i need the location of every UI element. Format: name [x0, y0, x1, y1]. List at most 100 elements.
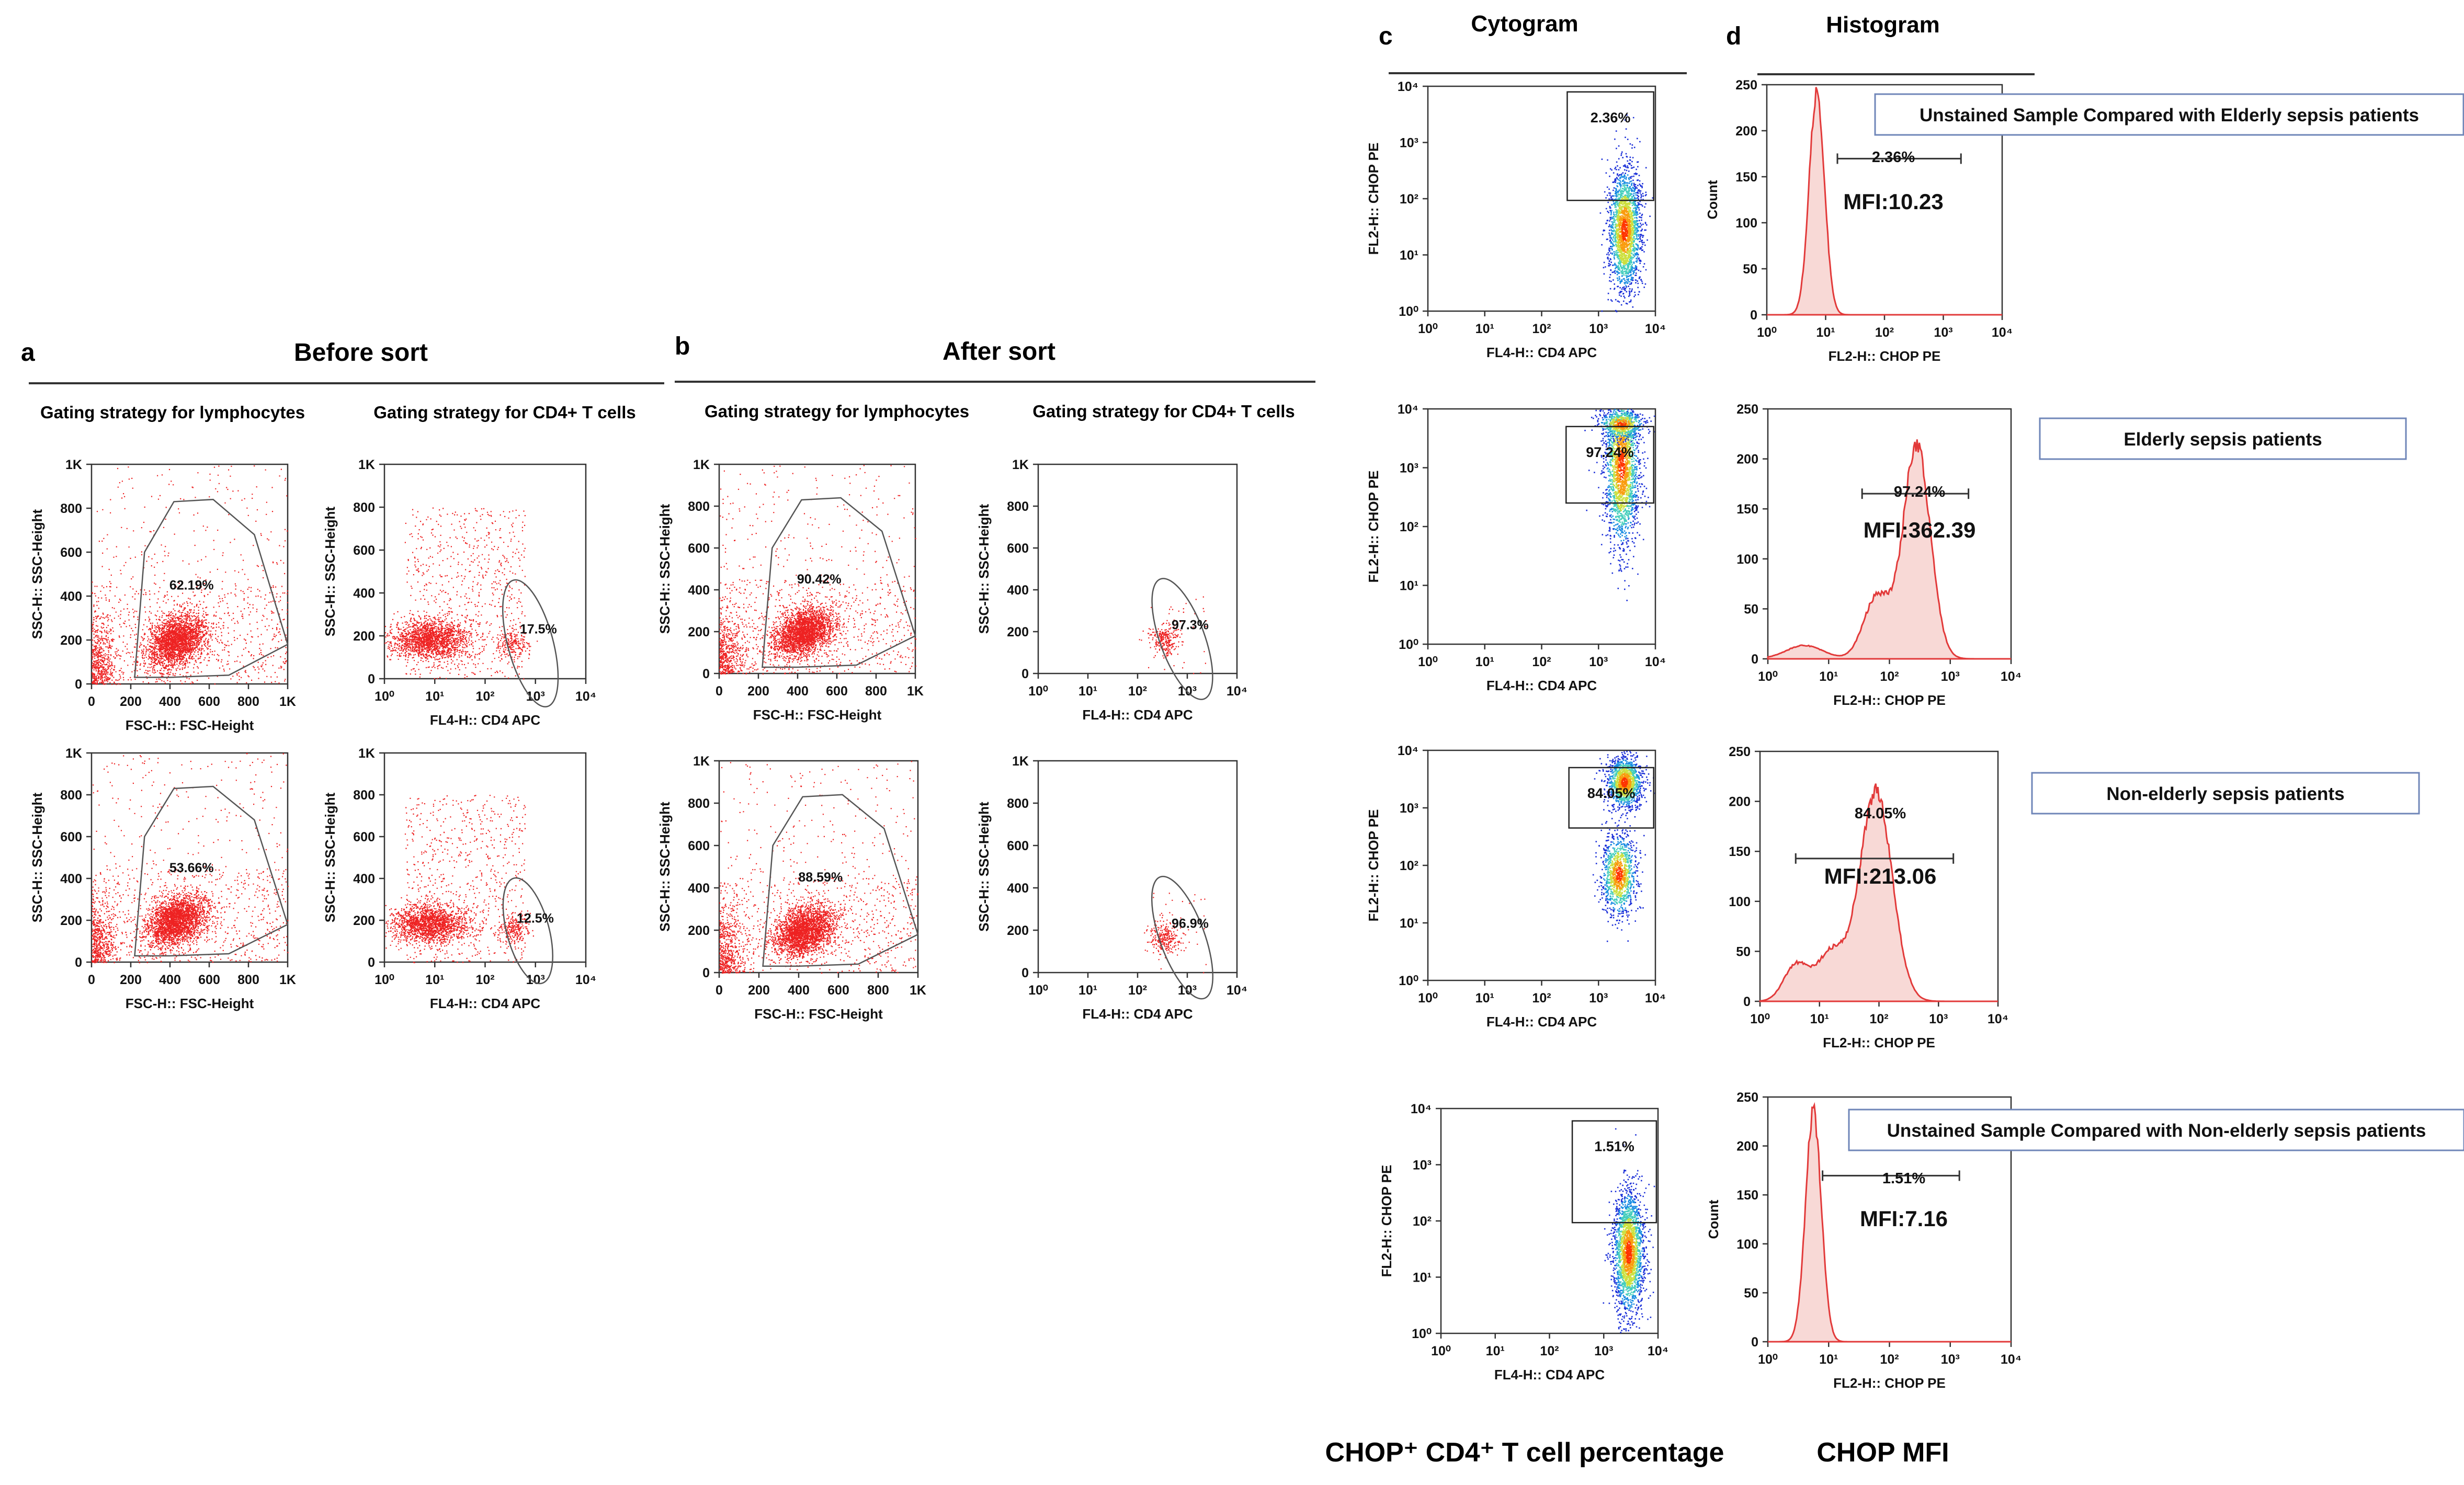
b3-y-tick-label: 200: [688, 923, 710, 938]
c4-y-tick-label: 10¹: [1413, 1271, 1432, 1285]
d3-y-tick-label: 100: [1729, 895, 1751, 909]
b1-y-tick-label: 800: [688, 499, 710, 514]
panel-b-header-lymphocytes: Gating strategy for lymphocytes: [705, 402, 969, 421]
d4-x-tick-label: 10¹: [1819, 1352, 1838, 1367]
b2-x-tick-label: 10²: [1128, 684, 1147, 699]
d3-x-tick-label: 10⁰: [1750, 1012, 1770, 1026]
a1-y-tick-label: 200: [60, 633, 82, 648]
d4-x-tick-label: 10³: [1941, 1352, 1960, 1367]
a2-y-tick-label: 1K: [358, 458, 375, 472]
c2-gate-percent: 97.24%: [1586, 444, 1634, 460]
d2-x-tick-label: 10²: [1880, 669, 1899, 684]
c1-y-tick-label: 10³: [1400, 136, 1418, 151]
b1-x-tick-label: 0: [716, 684, 723, 699]
panel-a-header-lymphocytes: Gating strategy for lymphocytes: [40, 403, 305, 422]
d3-y-tick-label: 150: [1729, 844, 1751, 859]
d1-y-tick-label: 0: [1750, 308, 1757, 323]
a3-y-tick-label: 0: [75, 955, 82, 970]
a2-y-tick-label: 200: [353, 629, 375, 644]
d1-x-tick-label: 10³: [1934, 325, 1952, 340]
b3-y-tick-label: 800: [688, 796, 710, 811]
d4-x-tick-label: 10⁰: [1758, 1352, 1778, 1367]
c3-x-tick-label: 10⁴: [1645, 991, 1666, 1006]
c1-x-tick-label: 10⁰: [1418, 322, 1438, 336]
c3-y-tick-label: 10⁰: [1399, 974, 1418, 988]
d4-y-axis-label: Count: [1706, 1200, 1721, 1239]
d4-x-tick-label: 10²: [1880, 1352, 1899, 1367]
b1-x-tick-label: 1K: [907, 684, 924, 699]
c2-x-tick-label: 10⁰: [1418, 655, 1438, 669]
d4-gate-percent: 1.51%: [1882, 1170, 1925, 1187]
d2-y-tick-label: 100: [1736, 552, 1758, 567]
d3-y-tick-label: 50: [1736, 944, 1751, 959]
panel-c-title: Cytogram: [1471, 11, 1578, 37]
d1-x-tick-label: 10¹: [1816, 325, 1835, 340]
c4-x-tick-label: 10¹: [1486, 1344, 1505, 1358]
a2-y-axis-label: SSC-H:: SSC-Height: [322, 506, 338, 636]
d2-histogram-curve: [1767, 439, 2011, 660]
d3-x-tick-label: 10⁴: [1988, 1012, 2008, 1026]
c2-y-tick-label: 10⁰: [1399, 637, 1418, 652]
d1-legend-text: Unstained Sample Compared with Elderly s…: [1920, 105, 2419, 125]
c1-density-group0-level0: [1599, 114, 1653, 313]
c2-density-group0-level3: [1612, 419, 1632, 511]
d1-mfi-value: MFI:10.23: [1843, 189, 1943, 214]
c2-x-tick-label: 10¹: [1475, 655, 1494, 669]
c1-y-tick-label: 10⁰: [1399, 304, 1418, 319]
a1-lymphocyte-gate: [134, 498, 289, 678]
d1-gate-percent: 2.36%: [1872, 149, 1915, 166]
b2-y-tick-label: 800: [1007, 499, 1029, 514]
a4-y-tick-label: 1K: [358, 746, 375, 761]
c3-density-group0-level4: [1618, 772, 1632, 792]
b3-gate-percent: 88.59%: [798, 870, 843, 885]
b2-x-tick-label: 10¹: [1078, 684, 1097, 699]
a1-x-tick-label: 1K: [279, 694, 296, 709]
a1-x-axis-label: FSC-H:: FSC-Height: [126, 717, 254, 733]
c3-gate-percent: 84.05%: [1587, 785, 1636, 801]
b2-y-axis-label: SSC-H:: SSC-Height: [976, 504, 992, 634]
c4-y-tick-label: 10⁰: [1412, 1327, 1432, 1341]
d2-mfi-value: MFI:362.39: [1864, 518, 1976, 542]
a1-dot-cloud: [92, 465, 289, 686]
panel-a-title: Before sort: [294, 339, 428, 367]
d2-x-tick-label: 10⁰: [1758, 669, 1778, 684]
a4-x-tick-label: 10³: [526, 973, 545, 987]
b2-y-tick-label: 1K: [1012, 458, 1029, 472]
a4-y-tick-label: 200: [353, 913, 375, 928]
b1-dot-cloud: [719, 465, 917, 675]
c3-y-axis-label: FL2-H:: CHOP PE: [1366, 809, 1381, 922]
c2-density-group0-level0: [1586, 409, 1651, 601]
d2-legend-text: Elderly sepsis patients: [2124, 429, 2322, 450]
d3-y-tick-label: 250: [1729, 745, 1751, 759]
c1-density-group0-level5: [1621, 219, 1628, 242]
c4-x-tick-label: 10²: [1540, 1344, 1559, 1358]
c3-y-tick-label: 10⁴: [1398, 744, 1418, 758]
c3-y-tick-label: 10³: [1400, 801, 1418, 816]
b2-cd4-gate: [1151, 578, 1213, 700]
c2-density-group1-level0: [1584, 409, 1655, 446]
d1-x-tick-label: 10⁰: [1757, 325, 1777, 340]
b4-x-axis-label: FL4-H:: CD4 APC: [1082, 1006, 1193, 1022]
c3-density-group1-level4: [1612, 860, 1626, 890]
a2-y-tick-label: 600: [353, 543, 375, 558]
b2-dot-cloud: [1139, 596, 1207, 675]
a4-y-tick-label: 0: [368, 955, 375, 970]
b2-x-tick-label: 10⁰: [1028, 684, 1048, 699]
b3-y-tick-label: 600: [688, 839, 710, 853]
a3-x-tick-label: 800: [237, 973, 259, 987]
d2-y-tick-label: 50: [1744, 602, 1758, 616]
a1-y-tick-label: 400: [60, 589, 82, 604]
d4-legend-text: Unstained Sample Compared with Non-elder…: [1887, 1121, 2426, 1141]
a4-x-tick-label: 10¹: [425, 973, 444, 987]
d1-y-tick-label: 50: [1743, 262, 1757, 277]
a2-y-tick-label: 800: [353, 500, 375, 515]
b2-y-tick-label: 600: [1007, 541, 1029, 556]
c4-y-tick-label: 10³: [1413, 1158, 1432, 1173]
